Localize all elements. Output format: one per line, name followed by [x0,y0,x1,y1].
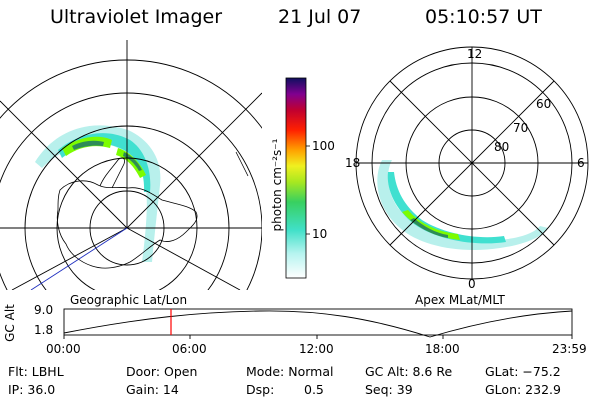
mlt-label-0: 0 [468,277,476,291]
info-dsp-label: Dsp: [246,382,275,397]
colorbar [285,77,307,279]
time-tick-1200: 12:00 [299,342,334,356]
info-glat: GLat: −75.2 [485,364,561,379]
time-tick-0000: 00:00 [46,342,81,356]
info-gc-alt: GC Alt: 8.6 Re [365,364,453,379]
colorbar-ticks [306,145,310,235]
altitude-strip [63,308,573,339]
antarctica-outline [56,180,198,269]
mlt-label-6: 6 [577,156,585,170]
info-flt: Flt: LBHL [8,364,64,379]
colorbar-tick-10: 10 [312,227,328,241]
date-label: 21 Jul 07 [278,6,362,28]
altitude-ylabel: GC Alt [2,304,17,342]
time-label: 05:10:57 UT [425,6,542,28]
info-glon: GLon: 232.9 [485,382,561,397]
aurora-oval-right [377,160,548,250]
magnetic-caption: Apex MLat/MLT [415,293,505,307]
info-door: Door: Open [126,364,198,379]
time-tick-0600: 06:00 [172,342,207,356]
info-mode: Mode: Normal [246,364,334,379]
info-dsp-value: 0.5 [304,382,324,397]
time-tick-1800: 18:00 [425,342,460,356]
mlt-label-18: 18 [345,156,361,170]
info-gain: Gain: 14 [126,382,179,397]
lat-label-80: 80 [494,140,510,154]
altitude-curve [63,310,573,338]
info-seq: Seq: 39 [365,382,413,397]
colorbar-unit-label: photon cm⁻²s⁻¹ [270,138,284,232]
lat-label-70: 70 [513,121,529,135]
time-tick-2359: 23:59 [552,342,587,356]
geographic-map [0,40,262,290]
geographic-caption: Geographic Lat/Lon [70,293,188,307]
altitude-ymax: 9.0 [34,303,54,317]
instrument-title: Ultraviolet Imager [50,6,223,28]
colorbar-tick-100: 100 [312,139,335,153]
altitude-ymin: 1.8 [34,323,54,337]
info-ip: IP: 36.0 [8,382,56,397]
mlt-label-12: 12 [467,47,483,61]
lat-label-60: 60 [536,97,552,111]
magnetic-polar-plot [355,46,589,280]
